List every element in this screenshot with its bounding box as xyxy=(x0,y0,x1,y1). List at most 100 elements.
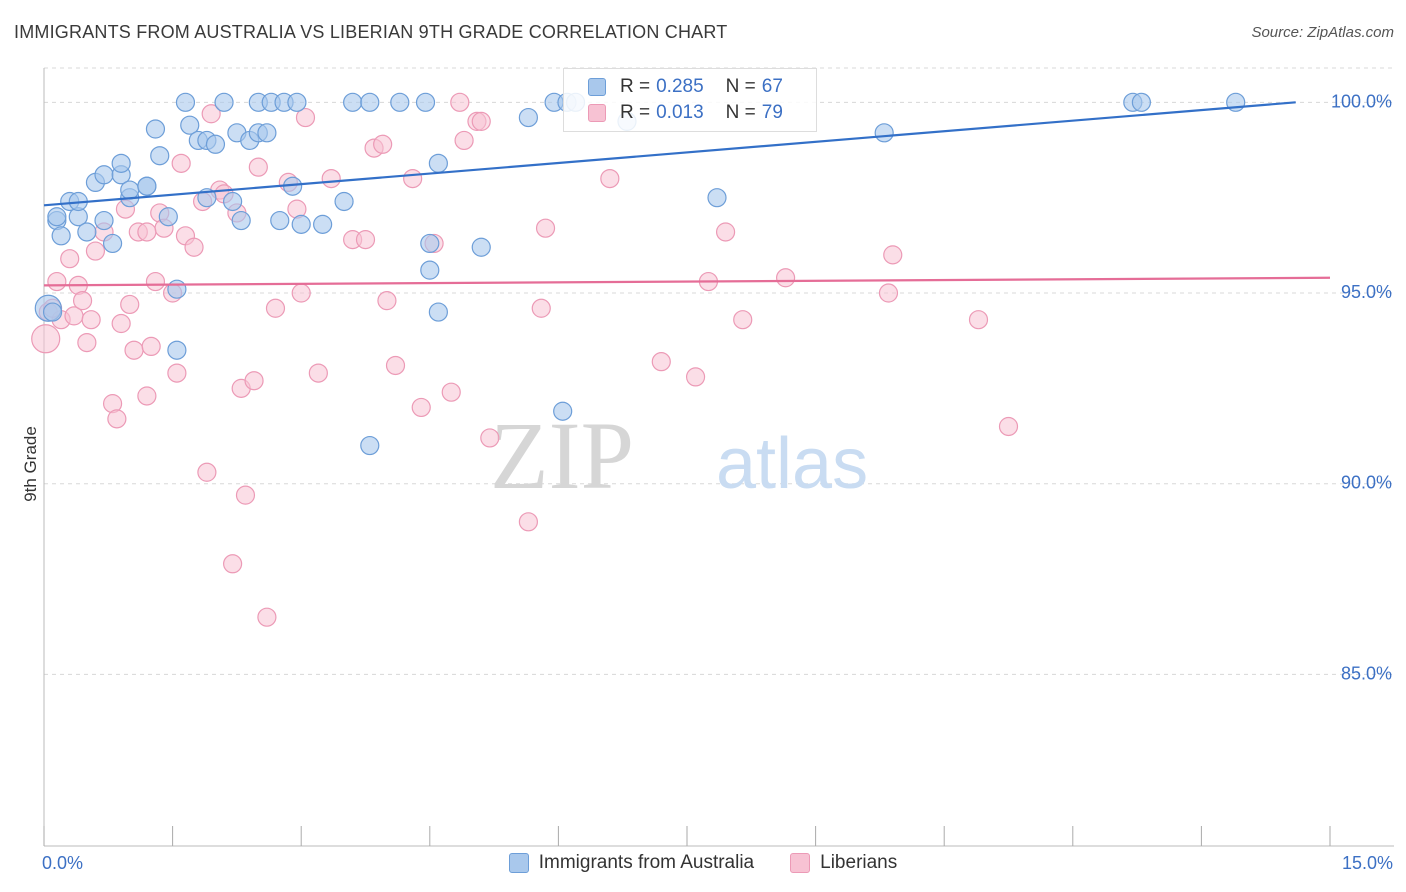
y-tick-label: 100.0% xyxy=(1331,91,1392,111)
australia-point xyxy=(428,302,448,322)
liberians-point xyxy=(244,371,264,391)
liberians-point xyxy=(531,298,551,318)
liberians-point xyxy=(85,241,106,261)
australia-point xyxy=(167,340,187,360)
liberians-point xyxy=(998,416,1019,437)
australia-point xyxy=(150,146,170,166)
liberians-point xyxy=(441,382,461,402)
australia-point xyxy=(471,237,491,257)
australia-point xyxy=(102,233,123,254)
y-tick-label: 85.0% xyxy=(1341,663,1392,683)
liberians-point xyxy=(60,249,80,269)
australia-point xyxy=(360,435,380,456)
australia-point xyxy=(223,191,243,212)
legend-r-value-liberians: 0.013 xyxy=(656,102,704,123)
liberians-point xyxy=(775,268,796,288)
australia-point xyxy=(137,176,157,196)
liberians-point xyxy=(291,283,311,303)
australia-point xyxy=(270,210,290,231)
legend-n-label: N = xyxy=(725,76,756,97)
axis-layer xyxy=(43,68,1394,847)
y-axis-label: 9th Grade xyxy=(21,426,40,502)
legend-r-label: R = xyxy=(620,102,651,123)
liberians-point xyxy=(257,607,277,627)
liberians-point xyxy=(31,324,61,354)
legend-item-liberians[interactable]: Liberians xyxy=(790,852,897,874)
liberians-point xyxy=(197,462,217,482)
liberians-point xyxy=(454,130,474,151)
tick-labels: 85.0% 90.0% 95.0% 100.0% 0.0% 15.0% xyxy=(42,91,1393,873)
australia-point xyxy=(111,153,131,173)
legend-swatch-australia xyxy=(508,853,529,873)
liberians-point xyxy=(883,245,903,265)
liberians-point xyxy=(145,271,166,292)
australia-point xyxy=(1131,92,1151,112)
australia-point xyxy=(553,401,573,421)
x-tick-label: 15.0% xyxy=(1342,853,1393,873)
liberians-point xyxy=(373,134,393,154)
watermark: ZIP atlas xyxy=(490,402,868,509)
grid-layer xyxy=(44,67,1394,675)
australia-point xyxy=(120,180,140,200)
x-tick-label: 0.0% xyxy=(42,853,83,873)
liberians-point xyxy=(77,332,97,353)
liberians-point xyxy=(518,512,538,532)
australia-point xyxy=(231,210,251,231)
australia-point xyxy=(94,210,114,231)
liberians-point xyxy=(535,218,556,238)
australia-point xyxy=(428,153,448,173)
chart-title: IMMIGRANTS FROM AUSTRALIA VS LIBERIAN 9T… xyxy=(14,22,728,42)
legend-label-australia: Immigrants from Australia xyxy=(538,852,755,873)
liberians-point xyxy=(355,230,376,250)
australia-trend-line xyxy=(43,101,1296,207)
legend-swatch-liberians xyxy=(588,104,606,122)
liberians-point xyxy=(480,428,500,448)
liberians-point xyxy=(377,291,397,311)
liberians-point xyxy=(201,104,221,124)
liberians-point xyxy=(733,310,753,330)
australia-point xyxy=(158,207,178,227)
series-liberians-points xyxy=(31,92,1019,627)
trend-lines xyxy=(43,101,1331,287)
liberians-point xyxy=(72,291,93,311)
australia-point xyxy=(77,222,97,242)
liberians-point xyxy=(295,107,316,128)
australia-point xyxy=(257,123,277,143)
australia-point xyxy=(51,226,71,246)
australia-point xyxy=(94,165,114,185)
australia-point xyxy=(420,260,440,280)
series-australia-points xyxy=(34,92,1246,456)
watermark-atlas: atlas xyxy=(716,424,868,504)
legend-label-liberians: Liberians xyxy=(820,852,898,873)
australia-point xyxy=(518,107,538,128)
legend-row-liberians: R = 0.013 N = 79 xyxy=(588,101,783,125)
legend-row-australia: R = 0.285 N = 67 xyxy=(588,75,783,99)
australia-point xyxy=(167,279,187,299)
australia-point xyxy=(175,92,196,112)
legend-item-australia[interactable]: Immigrants from Australia xyxy=(508,852,755,874)
legend-n-value-australia: 67 xyxy=(761,76,783,97)
australia-point xyxy=(313,214,333,234)
liberians-point xyxy=(403,168,423,189)
australia-point xyxy=(180,115,200,135)
australia-point xyxy=(420,233,440,254)
liberians-point xyxy=(600,168,620,189)
australia-point xyxy=(334,191,354,212)
liberians-point xyxy=(471,111,491,131)
legend-swatch-liberians xyxy=(790,853,811,873)
liberians-point xyxy=(450,92,470,112)
liberians-point xyxy=(715,222,736,242)
australia-point xyxy=(360,92,380,112)
liberians-point xyxy=(651,352,671,372)
liberians-point xyxy=(385,355,406,376)
liberians-point xyxy=(321,168,341,189)
liberians-point xyxy=(120,294,140,315)
liberians-point xyxy=(411,397,431,418)
legend-n-value-liberians: 79 xyxy=(761,102,783,123)
liberians-point xyxy=(137,222,157,242)
correlation-legend: R = 0.285 N = 67 R = 0.013 N = 79 xyxy=(563,68,817,132)
liberians-point xyxy=(235,485,256,505)
australia-point xyxy=(42,302,63,322)
australia-point xyxy=(707,188,727,208)
australia-point xyxy=(214,92,234,112)
